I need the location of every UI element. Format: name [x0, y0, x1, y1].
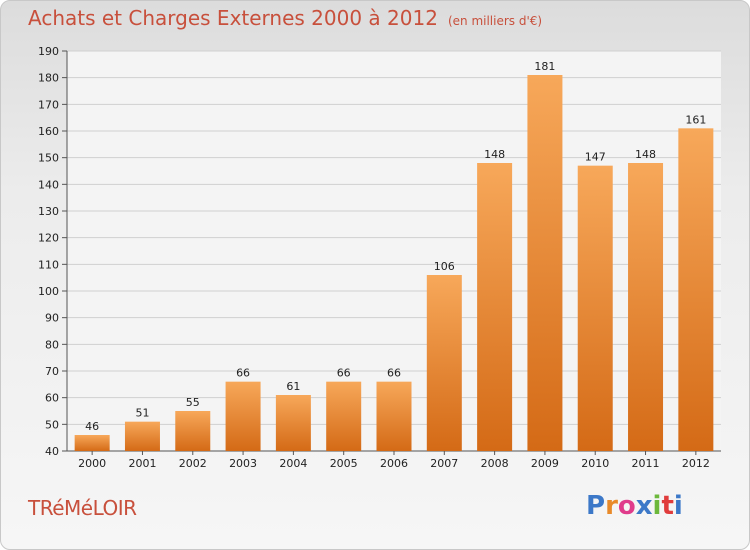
- x-tick-label: 2001: [128, 457, 156, 470]
- x-tick-label: 2003: [229, 457, 257, 470]
- y-tick-label: 80: [45, 338, 59, 351]
- bar: [426, 275, 462, 451]
- logo-letter: x: [635, 491, 653, 521]
- logo-letter: t: [661, 491, 674, 521]
- bar: [275, 395, 311, 451]
- bar: [326, 381, 362, 451]
- logo-letter: i: [652, 491, 662, 521]
- bar: [225, 381, 261, 451]
- bar: [477, 163, 513, 451]
- y-tick-label: 100: [38, 285, 59, 298]
- x-tick-label: 2005: [330, 457, 358, 470]
- y-tick-label: 170: [38, 98, 59, 111]
- x-tick-label: 2010: [581, 457, 609, 470]
- bar-value-label: 106: [434, 260, 455, 273]
- bar: [124, 421, 160, 451]
- bar-value-label: 46: [85, 420, 99, 433]
- x-tick-label: 2007: [430, 457, 458, 470]
- y-tick-label: 130: [38, 205, 59, 218]
- bar: [628, 163, 664, 451]
- bar: [678, 128, 714, 451]
- y-tick-label: 150: [38, 152, 59, 165]
- bar: [74, 435, 110, 451]
- x-tick-label: 2008: [481, 457, 509, 470]
- y-tick-label: 140: [38, 178, 59, 191]
- bar-value-label: 148: [635, 148, 656, 161]
- bar-value-label: 66: [236, 367, 250, 380]
- proxiti-logo[interactable]: Proxiti: [586, 491, 683, 521]
- logo-letter: o: [617, 491, 636, 521]
- x-tick-label: 2009: [531, 457, 559, 470]
- y-tick-label: 190: [38, 45, 59, 58]
- y-tick-label: 160: [38, 125, 59, 138]
- logo-letter: r: [605, 491, 618, 521]
- bar-value-label: 148: [484, 148, 505, 161]
- bar-value-label: 66: [337, 367, 351, 380]
- bar: [376, 381, 412, 451]
- y-tick-label: 70: [45, 365, 59, 378]
- x-tick-label: 2011: [632, 457, 660, 470]
- bar: [577, 165, 613, 451]
- title-text: Achats et Charges Externes 2000 à 2012: [28, 6, 438, 30]
- logo-letter: i: [673, 491, 683, 521]
- bar-value-label: 51: [135, 407, 149, 420]
- bar-value-label: 66: [387, 367, 401, 380]
- y-tick-label: 50: [45, 418, 59, 431]
- bar-value-label: 161: [685, 113, 706, 126]
- bar: [175, 411, 211, 451]
- y-tick-label: 110: [38, 258, 59, 271]
- y-tick-label: 60: [45, 392, 59, 405]
- x-tick-label: 2006: [380, 457, 408, 470]
- town-name: TRéMéLOIR: [28, 496, 137, 520]
- x-tick-label: 2000: [78, 457, 106, 470]
- y-tick-label: 90: [45, 312, 59, 325]
- bar: [527, 75, 563, 451]
- x-tick-label: 2012: [682, 457, 710, 470]
- logo-letter: P: [586, 491, 606, 521]
- bar-value-label: 181: [534, 60, 555, 73]
- chart-subtitle: (en milliers d'€): [447, 14, 543, 28]
- chart-title: Achats et Charges Externes 2000 à 2012 (e…: [28, 6, 542, 30]
- y-tick-label: 180: [38, 72, 59, 85]
- bar-value-label: 147: [585, 151, 606, 164]
- y-tick-label: 40: [45, 445, 59, 458]
- y-tick-label: 120: [38, 232, 59, 245]
- bar-value-label: 61: [286, 380, 300, 393]
- x-tick-label: 2004: [279, 457, 307, 470]
- bar-value-label: 55: [186, 396, 200, 409]
- x-tick-label: 2002: [179, 457, 207, 470]
